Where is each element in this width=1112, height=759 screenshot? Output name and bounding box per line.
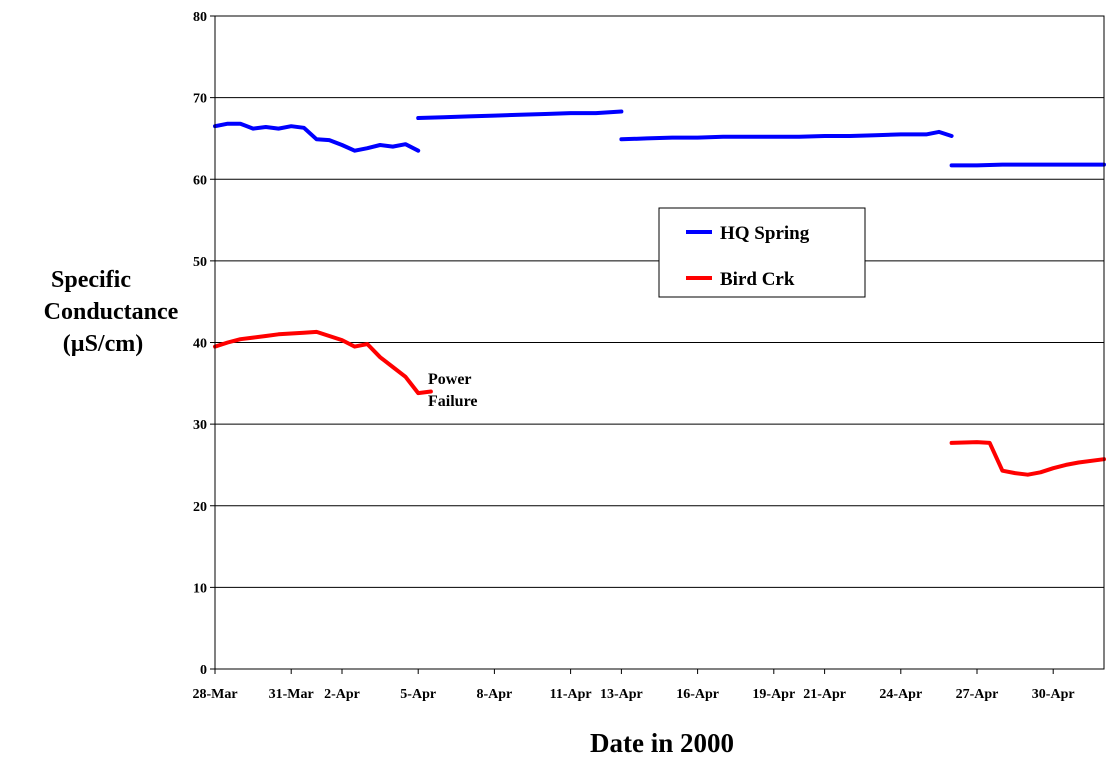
x-tick-label-8: 19-Apr xyxy=(752,687,795,702)
y-tick-label-70: 70 xyxy=(193,92,207,107)
x-tick-label-9: 21-Apr xyxy=(803,687,846,702)
series-hq-spring-segment-3 xyxy=(949,162,1106,168)
y-axis-label-line-1: Specific xyxy=(51,267,131,293)
series-hq-spring-segment-1 xyxy=(416,109,624,120)
x-axis-label: Date in 2000 xyxy=(590,728,734,758)
data-series xyxy=(213,109,1106,477)
x-tick-label-2: 2-Apr xyxy=(324,687,360,702)
legend: HQ Spring Bird Crk xyxy=(658,207,866,298)
series-bird-crk-segment-1 xyxy=(949,440,1106,477)
x-tick-label-4: 8-Apr xyxy=(477,687,513,702)
annotation-failure: Failure xyxy=(428,393,477,410)
x-tick-label-11: 27-Apr xyxy=(956,687,999,702)
x-tick-label-10: 24-Apr xyxy=(879,687,922,702)
y-tick-label-50: 50 xyxy=(193,255,207,270)
x-tick-label-12: 30-Apr xyxy=(1032,687,1075,702)
legend-label-hq-spring: HQ Spring xyxy=(720,223,810,244)
x-tick-label-0: 28-Mar xyxy=(192,687,237,702)
x-tick-label-1: 31-Mar xyxy=(269,687,314,702)
y-tick-label-0: 0 xyxy=(200,663,207,678)
series-bird-crk-segment-0 xyxy=(213,329,433,396)
x-tick-label-3: 5-Apr xyxy=(400,687,436,702)
y-tick-label-40: 40 xyxy=(193,337,207,352)
y-tick-label-30: 30 xyxy=(193,418,207,433)
x-tick-label-6: 13-Apr xyxy=(600,687,643,702)
series-hq-spring-segment-2 xyxy=(619,129,954,142)
x-tick-label-7: 16-Apr xyxy=(676,687,719,702)
legend-label-bird-crk: Bird Crk xyxy=(720,269,795,290)
y-axis-tick-labels: 0 10 20 30 40 50 60 70 80 xyxy=(193,10,215,678)
series-hq-spring-segment-0 xyxy=(213,121,421,153)
x-axis-tick-labels: 28-Mar 31-Mar 2-Apr 5-Apr 8-Apr 11-Apr 13-Apr 1… xyxy=(192,669,1075,702)
legend-box xyxy=(658,207,866,298)
y-axis-label-line-3: (µS/cm) xyxy=(63,331,143,357)
annotation-power: Power xyxy=(428,371,472,388)
x-tick-label-5: 11-Apr xyxy=(550,687,592,702)
y-tick-label-60: 60 xyxy=(193,173,207,188)
y-tick-label-20: 20 xyxy=(193,500,207,515)
plot-area-border xyxy=(214,15,1105,670)
y-tick-label-10: 10 xyxy=(193,581,207,596)
y-tick-label-80: 80 xyxy=(193,10,207,25)
y-axis-label-line-2: Conductance xyxy=(44,299,179,325)
